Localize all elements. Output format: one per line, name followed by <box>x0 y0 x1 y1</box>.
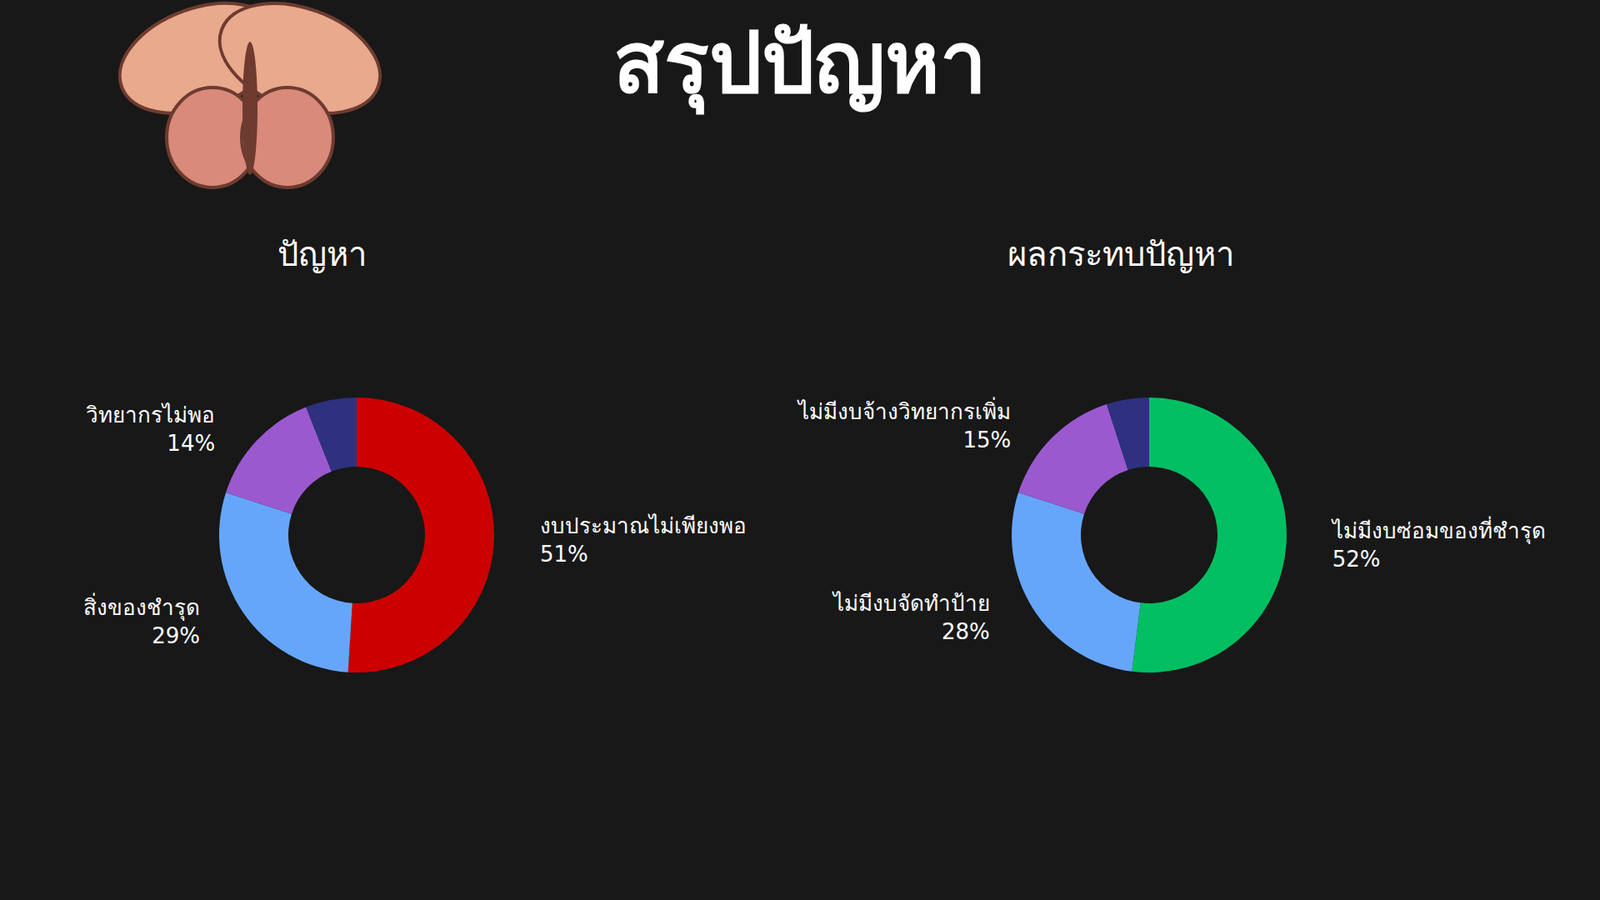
svg-text:สรุปปัญหา: สรุปปัญหา <box>613 14 987 115</box>
svg-text:งบประมาณไม่เพียงพอ: งบประมาณไม่เพียงพอ <box>540 513 747 539</box>
svg-text:ผลกระทบปัญหา: ผลกระทบปัญหา <box>1007 235 1235 274</box>
svg-text:29%: 29% <box>151 623 200 649</box>
svg-text:วิทยากรไม่พอ: วิทยากรไม่พอ <box>85 402 215 428</box>
svg-text:28%: 28% <box>941 619 990 645</box>
svg-text:ไม่มีงบซ่อมของที่ชำรุด: ไม่มีงบซ่อมของที่ชำรุด <box>1330 515 1546 545</box>
svg-text:สิ่งของชำรุด: สิ่งของชำรุด <box>83 592 200 621</box>
svg-text:ไม่มีงบจ้างวิทยากรเพิ่ม: ไม่มีงบจ้างวิทยากรเพิ่ม <box>796 396 1011 425</box>
svg-text:15%: 15% <box>962 427 1011 453</box>
svg-text:ไม่มีงบจัดทำป้าย: ไม่มีงบจัดทำป้าย <box>831 590 990 616</box>
svg-text:51%: 51% <box>540 541 589 567</box>
svg-text:ปัญหา: ปัญหา <box>277 235 367 274</box>
svg-text:52%: 52% <box>1332 546 1381 572</box>
svg-text:14%: 14% <box>166 430 215 456</box>
